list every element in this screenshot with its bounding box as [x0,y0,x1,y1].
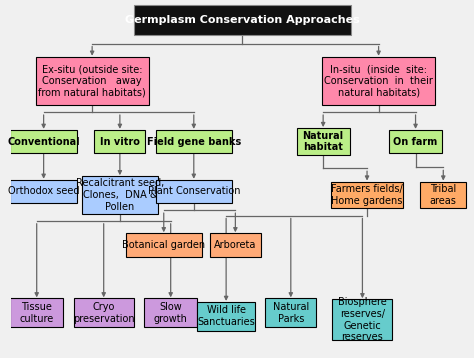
FancyBboxPatch shape [197,302,255,330]
Text: Ex-situ (outside site:
Conservation   away
from natural habitats): Ex-situ (outside site: Conservation away… [38,64,146,97]
FancyBboxPatch shape [36,57,149,105]
Text: Farmers fields/
Home gardens: Farmers fields/ Home gardens [331,184,403,206]
FancyBboxPatch shape [389,130,442,153]
Text: Wild life
Sanctuaries: Wild life Sanctuaries [197,305,255,327]
Text: Botanical garden: Botanical garden [122,240,205,250]
FancyBboxPatch shape [82,176,158,214]
Text: Tissue
culture: Tissue culture [19,302,54,324]
FancyBboxPatch shape [265,299,316,327]
FancyBboxPatch shape [210,233,261,257]
FancyBboxPatch shape [73,299,134,327]
FancyBboxPatch shape [331,182,403,208]
Text: Conventional: Conventional [7,136,80,146]
FancyBboxPatch shape [126,233,202,257]
Text: Biosphere
reserves/
Genetic
reserves: Biosphere reserves/ Genetic reserves [338,297,387,342]
FancyBboxPatch shape [322,57,435,105]
FancyBboxPatch shape [94,130,145,153]
FancyBboxPatch shape [420,182,466,208]
Text: Recalcitrant seed,
Clones,  DNA &
Pollen: Recalcitrant seed, Clones, DNA & Pollen [76,178,164,212]
Text: Plant Conservation: Plant Conservation [147,187,240,197]
FancyBboxPatch shape [297,128,350,155]
Text: Natural
Parks: Natural Parks [273,302,309,324]
FancyBboxPatch shape [134,5,351,35]
FancyBboxPatch shape [144,299,197,327]
Text: In-situ  (inside  site:
Conservation  in  their
natural habitats): In-situ (inside site: Conservation in th… [324,64,433,97]
Text: On farm: On farm [393,136,438,146]
Text: Germplasm Conservation Approaches: Germplasm Conservation Approaches [125,15,360,25]
Text: Cryo
preservation: Cryo preservation [73,302,135,324]
Text: Slow
growth: Slow growth [154,302,188,324]
Text: Arboreta: Arboreta [214,240,256,250]
Text: In vitro: In vitro [100,136,140,146]
FancyBboxPatch shape [332,299,392,340]
Text: Field gene banks: Field gene banks [146,136,241,146]
Text: Tribal
areas: Tribal areas [430,184,457,206]
FancyBboxPatch shape [155,130,232,153]
Text: Orthodox seed: Orthodox seed [8,187,79,197]
FancyBboxPatch shape [155,180,232,203]
FancyBboxPatch shape [10,180,77,203]
FancyBboxPatch shape [10,299,63,327]
Text: Natural
habitat: Natural habitat [302,131,344,153]
FancyBboxPatch shape [10,130,77,153]
